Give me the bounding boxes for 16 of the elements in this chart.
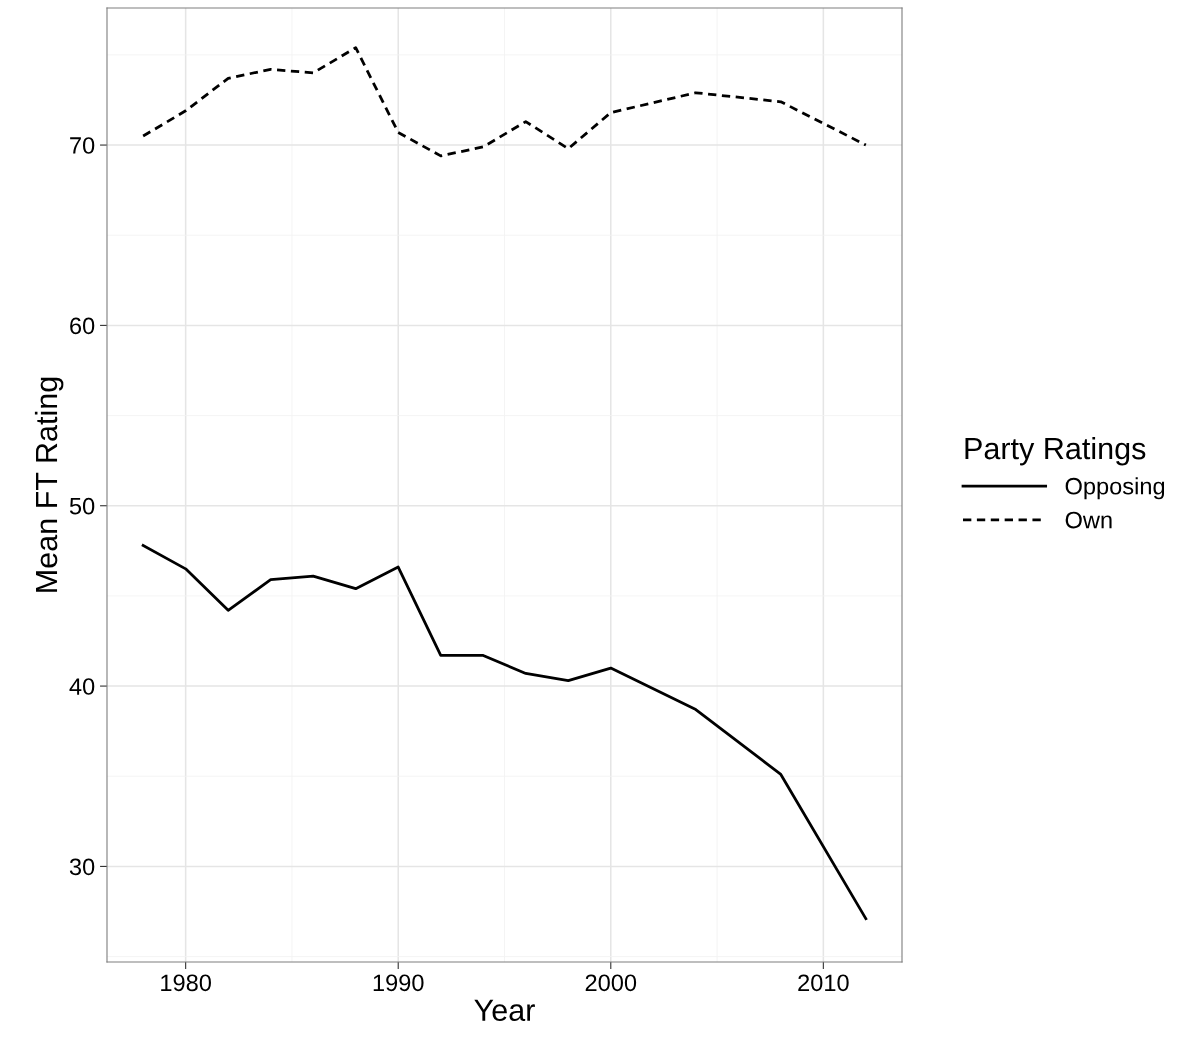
y-tick-label: 50 — [69, 497, 95, 515]
x-tick-label: 2010 — [798, 974, 849, 992]
y-tick-label: 70 — [70, 137, 95, 154]
legend-title: Party Ratings — [965, 436, 1146, 466]
line-series — [141, 544, 868, 921]
x-axis-title: Year — [474, 999, 535, 1022]
y-tick-label: 40 — [69, 678, 95, 695]
line-series — [141, 46, 868, 158]
x-tick-label: 1990 — [373, 974, 424, 992]
x-tick-label: 1980 — [161, 974, 211, 992]
x-tick-label: 2000 — [585, 974, 637, 992]
y-axis-title: Mean FT Rating — [34, 377, 64, 592]
y-tick-label: 60 — [70, 317, 95, 335]
legend-label: Opposing — [1065, 477, 1165, 500]
legend-label: Own — [1065, 511, 1112, 529]
y-tick-label: 30 — [69, 858, 95, 876]
